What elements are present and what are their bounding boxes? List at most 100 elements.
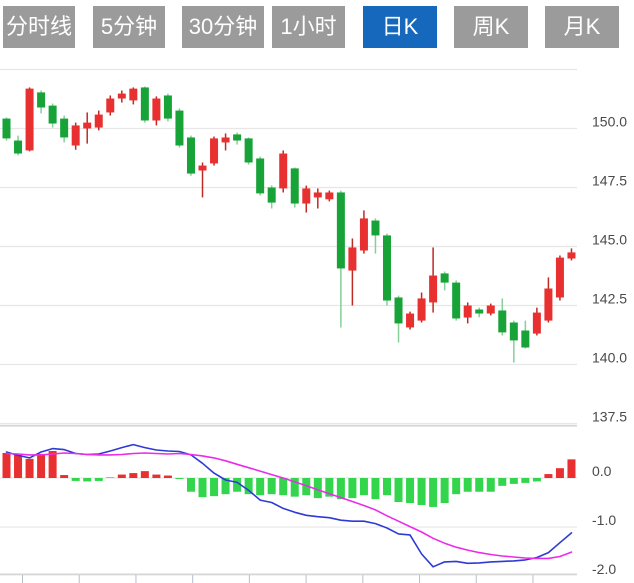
tab-1hour[interactable]: 1小时	[272, 6, 345, 48]
candle	[359, 210, 368, 254]
candle	[509, 320, 518, 363]
candle	[555, 255, 564, 301]
candle	[475, 307, 484, 318]
macd-histogram	[2, 451, 576, 507]
macd-bar	[186, 478, 195, 492]
dif-line	[5, 443, 573, 568]
macd-axis-label: 0.0	[592, 463, 612, 479]
macd-bar	[394, 478, 403, 503]
candle	[486, 303, 495, 316]
tab-timeline[interactable]: 分时线	[3, 6, 75, 48]
macd-bar	[129, 473, 138, 478]
macd-bar	[210, 478, 219, 497]
candle	[348, 238, 357, 306]
tab-30min[interactable]: 30分钟	[182, 6, 264, 48]
macd-axis-label: -1.0	[592, 512, 616, 528]
candles-layer	[2, 86, 576, 363]
macd-bar	[313, 478, 322, 499]
macd-bar	[244, 478, 253, 495]
macd-bar	[37, 453, 46, 478]
tab-monthly-k[interactable]: 月K	[545, 6, 619, 48]
macd-bar	[267, 478, 276, 495]
macd-bar	[463, 478, 472, 492]
candle	[267, 185, 276, 209]
macd-bar	[290, 478, 299, 497]
candle	[498, 298, 507, 336]
panel-separator	[0, 424, 577, 427]
candle	[163, 93, 172, 122]
candle	[325, 190, 334, 202]
macd-bar	[521, 478, 530, 483]
macd-bar	[198, 478, 207, 498]
candle	[544, 277, 553, 323]
macd-bar	[279, 478, 288, 496]
macd-bar	[532, 478, 541, 482]
candle	[290, 167, 299, 208]
interval-tabbar: 分时线 5分钟 30分钟 1小时 日K 周K 月K	[0, 0, 634, 54]
tab-5min[interactable]: 5分钟	[93, 6, 165, 48]
candle	[382, 233, 391, 306]
price-axis-label: 150.0	[592, 114, 627, 130]
macd-bar	[163, 475, 172, 478]
candle	[302, 185, 311, 213]
candle	[221, 133, 230, 151]
bottom-axis	[0, 573, 577, 576]
candle	[567, 248, 576, 261]
macd-bar	[348, 478, 357, 499]
candle	[336, 190, 345, 328]
x-axis-ticks	[22, 575, 534, 583]
candle	[25, 87, 34, 152]
macd-bar	[567, 459, 576, 478]
price-axis-label: 147.5	[592, 173, 627, 189]
candle	[140, 86, 149, 123]
macd-bar	[2, 452, 11, 478]
candle	[521, 320, 530, 349]
macd-bar	[429, 478, 438, 507]
macd-axis-labels: 0.0 -1.0 -2.0	[592, 463, 616, 577]
candle	[186, 135, 195, 176]
macd-bar	[555, 468, 564, 478]
dea-line	[5, 452, 573, 560]
macd-bar	[486, 478, 495, 492]
price-axis-label: 145.0	[592, 232, 627, 248]
macd-bar	[417, 478, 426, 505]
price-axis-label: 137.5	[592, 409, 627, 425]
candle	[279, 150, 288, 193]
macd-bar	[440, 478, 449, 504]
candle	[406, 311, 415, 330]
candle	[233, 132, 242, 145]
price-axis-label: 142.5	[592, 291, 627, 307]
macd-bar	[140, 471, 149, 478]
candle	[175, 108, 184, 148]
candle	[60, 115, 69, 143]
macd-bar	[106, 477, 115, 479]
candle	[129, 87, 138, 105]
candle	[417, 292, 426, 323]
macd-bar	[60, 475, 69, 478]
candle	[440, 271, 449, 291]
macd-bar	[544, 474, 553, 478]
macd-bar	[256, 478, 265, 496]
candle	[48, 103, 57, 128]
macd-bar	[152, 474, 161, 478]
macd-bar	[336, 478, 345, 500]
candle	[244, 137, 253, 165]
macd-bar	[117, 474, 126, 478]
macd-bar	[48, 451, 57, 478]
candle	[452, 280, 461, 321]
price-axis-label: 140.0	[592, 350, 627, 366]
candle	[394, 295, 403, 343]
macd-bar	[94, 478, 103, 481]
tab-daily-k[interactable]: 日K	[363, 6, 437, 48]
macd-bar	[83, 478, 92, 482]
candle	[117, 90, 126, 103]
tab-weekly-k[interactable]: 周K	[454, 6, 528, 48]
candle	[371, 218, 380, 254]
macd-bar	[359, 478, 368, 496]
price-axis-labels: 150.0 147.5 145.0 142.5 140.0 137.5	[592, 114, 627, 425]
macd-bar	[25, 458, 34, 478]
macd-bar	[325, 478, 334, 497]
candle	[198, 162, 207, 198]
